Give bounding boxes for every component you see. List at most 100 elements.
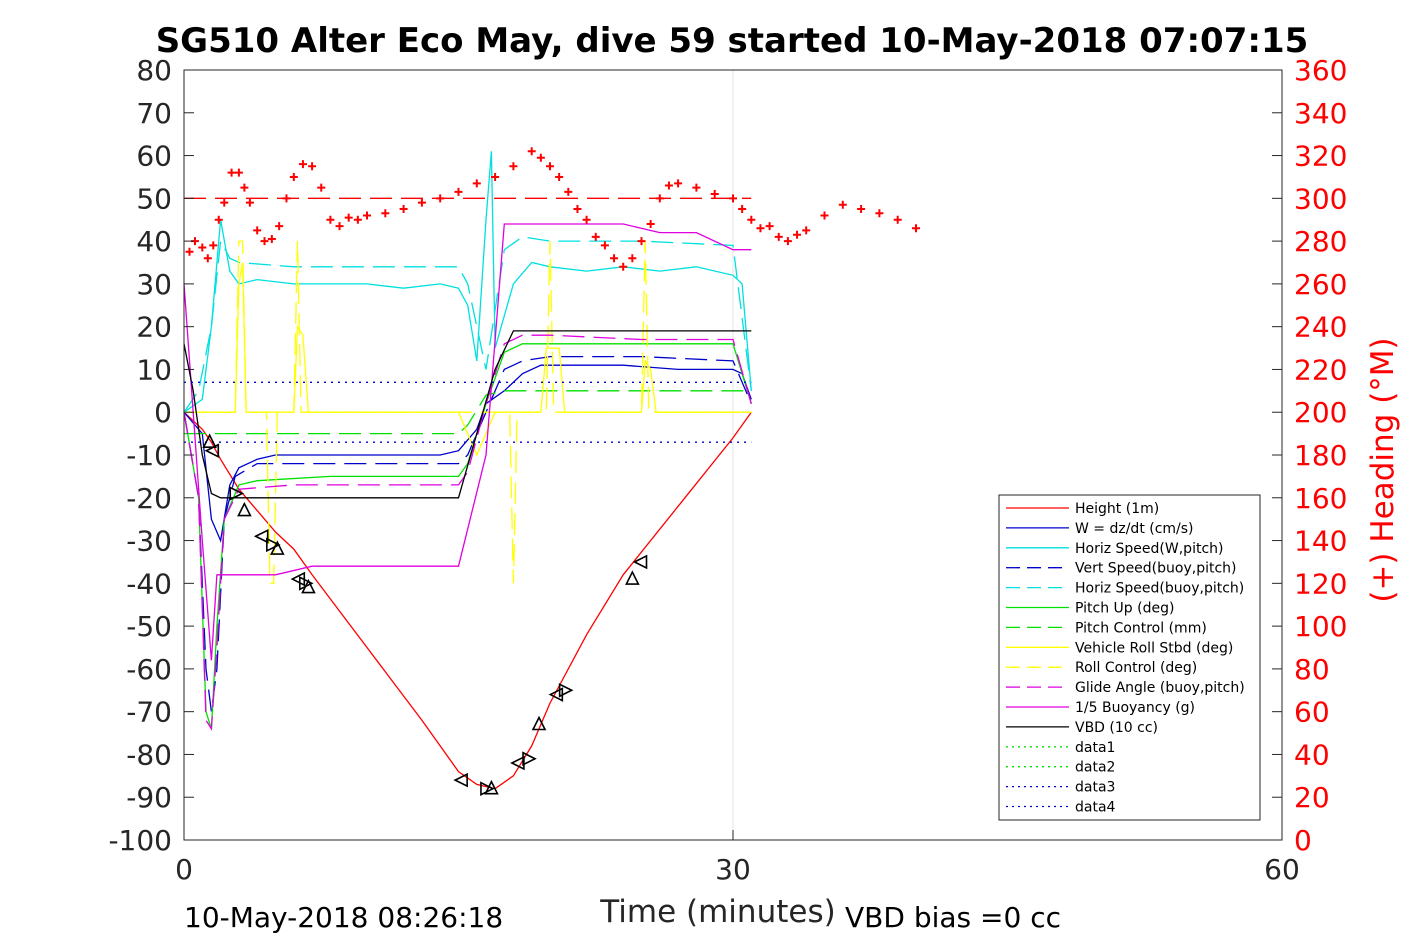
heading-point — [857, 205, 866, 214]
heading-point — [664, 181, 673, 190]
series-line-vert-speed-buoy-pitch — [183, 355, 752, 712]
marker-triangle — [204, 443, 220, 459]
heading-point — [600, 241, 609, 250]
heading-point — [591, 232, 600, 241]
heading-point — [637, 237, 646, 246]
heading-point — [267, 234, 276, 243]
marker-triangle — [229, 486, 245, 501]
y-right-tick-label: 360 — [1294, 54, 1347, 87]
heading-point — [282, 194, 291, 203]
marker-triangle — [237, 501, 252, 517]
marker-triangle — [253, 528, 269, 544]
heading-point — [765, 222, 774, 231]
x-axis: 0 30 60 — [175, 830, 1300, 886]
heading-point — [298, 160, 307, 169]
heading-point — [820, 211, 829, 220]
y-tick-label: -100 — [108, 824, 172, 857]
legend-label-vbd-10-cc: VBD (10 cc) — [1075, 720, 1158, 736]
heading-point — [454, 187, 463, 196]
y-right-tick-label: 280 — [1294, 225, 1347, 258]
y-axis-right: 3603403203002802602402202001801601401201… — [1272, 54, 1347, 857]
legend-label-pitch-up-deg: Pitch Up (deg) — [1075, 601, 1174, 617]
y-right-tick-label: 320 — [1294, 140, 1347, 173]
heading-point — [289, 172, 298, 181]
legend-label-1-5-buoyancy-g: 1/5 Buoyancy (g) — [1075, 700, 1195, 716]
heading-point — [245, 198, 254, 207]
heading-point — [227, 168, 236, 177]
legend-label-data2: data2 — [1075, 760, 1115, 776]
marker-triangle — [270, 540, 285, 555]
legend-label-data4: data4 — [1075, 800, 1116, 816]
heading-point — [573, 205, 582, 214]
y-tick-label: 50 — [136, 182, 172, 215]
heading-point — [240, 183, 249, 192]
series-line-w-dz-dt-cm-s — [183, 364, 752, 543]
heading-point — [783, 237, 792, 246]
x-tick-label: 60 — [1264, 853, 1300, 886]
legend-label-w-dz-dt-cm-s: W = dz/dt (cm/s) — [1075, 521, 1194, 537]
heading-point — [893, 215, 902, 224]
heading-point — [756, 224, 765, 233]
heading-point — [353, 215, 362, 224]
y-tick-label: -10 — [126, 439, 172, 472]
heading-point — [655, 194, 664, 203]
series-line-height-1m — [183, 411, 752, 790]
heading-point — [536, 153, 545, 162]
heading-point — [326, 215, 335, 224]
heading-point — [253, 226, 262, 235]
y-tick-label: -40 — [126, 567, 172, 600]
heading-point — [912, 224, 920, 233]
heading-layer — [184, 147, 920, 271]
heading-point — [399, 205, 408, 214]
y-right-tick-label: 140 — [1294, 525, 1347, 558]
y-right-tick-label: 260 — [1294, 268, 1347, 301]
y-right-tick-label: 100 — [1294, 610, 1347, 643]
marker-triangle — [522, 751, 537, 767]
marker-triangle — [266, 537, 281, 553]
heading-point — [747, 215, 756, 224]
legend-label-data3: data3 — [1075, 780, 1115, 796]
y-right-tick-label: 340 — [1294, 97, 1347, 130]
series-line-glide-angle-buoy-pitch — [183, 334, 752, 731]
y-tick-label: 80 — [136, 54, 172, 87]
y-tick-label: -70 — [126, 696, 172, 729]
heading-point — [308, 162, 317, 171]
heading-point — [214, 215, 223, 224]
heading-point — [220, 198, 229, 207]
legend-label-horiz-speed-w-pitch: Horiz Speed(W,pitch) — [1075, 541, 1223, 557]
y-right-tick-label: 40 — [1294, 738, 1330, 771]
legend-label-pitch-control-mm: Pitch Control (mm) — [1075, 620, 1207, 636]
heading-point — [692, 183, 701, 192]
heading-point — [275, 222, 284, 231]
y-tick-label: 70 — [136, 97, 172, 130]
marker-triangle — [510, 755, 525, 771]
y-tick-label: 20 — [136, 311, 172, 344]
heading-point — [838, 200, 847, 209]
y-tick-label: 0 — [154, 396, 172, 429]
x-axis-label: Time (minutes) — [599, 894, 835, 930]
heading-point — [527, 147, 536, 156]
heading-point — [234, 168, 243, 177]
y-tick-label: -60 — [126, 653, 172, 686]
heading-point — [619, 262, 628, 271]
marker-triangle — [558, 682, 574, 698]
y-tick-label: -90 — [126, 781, 172, 814]
heading-point — [582, 215, 591, 224]
heading-point — [203, 254, 212, 263]
legend-label-glide-angle-buoy-pitch: Glide Angle (buoy,pitch) — [1075, 680, 1245, 696]
marker-layer — [202, 433, 648, 796]
heading-point — [436, 194, 445, 203]
marker-triangle — [202, 433, 217, 448]
heading-point — [646, 220, 655, 228]
y-tick-label: -50 — [126, 610, 172, 643]
heading-point — [610, 254, 619, 263]
legend-label-roll-control-deg: Roll Control (deg) — [1075, 660, 1197, 676]
y-right-tick-label: 60 — [1294, 696, 1330, 729]
y-right-tick-label: 240 — [1294, 311, 1347, 344]
marker-triangle — [484, 779, 499, 795]
heading-point — [381, 209, 390, 218]
y-tick-label: 60 — [136, 140, 172, 173]
heading-point — [491, 172, 500, 181]
y-tick-label: 30 — [136, 268, 172, 301]
